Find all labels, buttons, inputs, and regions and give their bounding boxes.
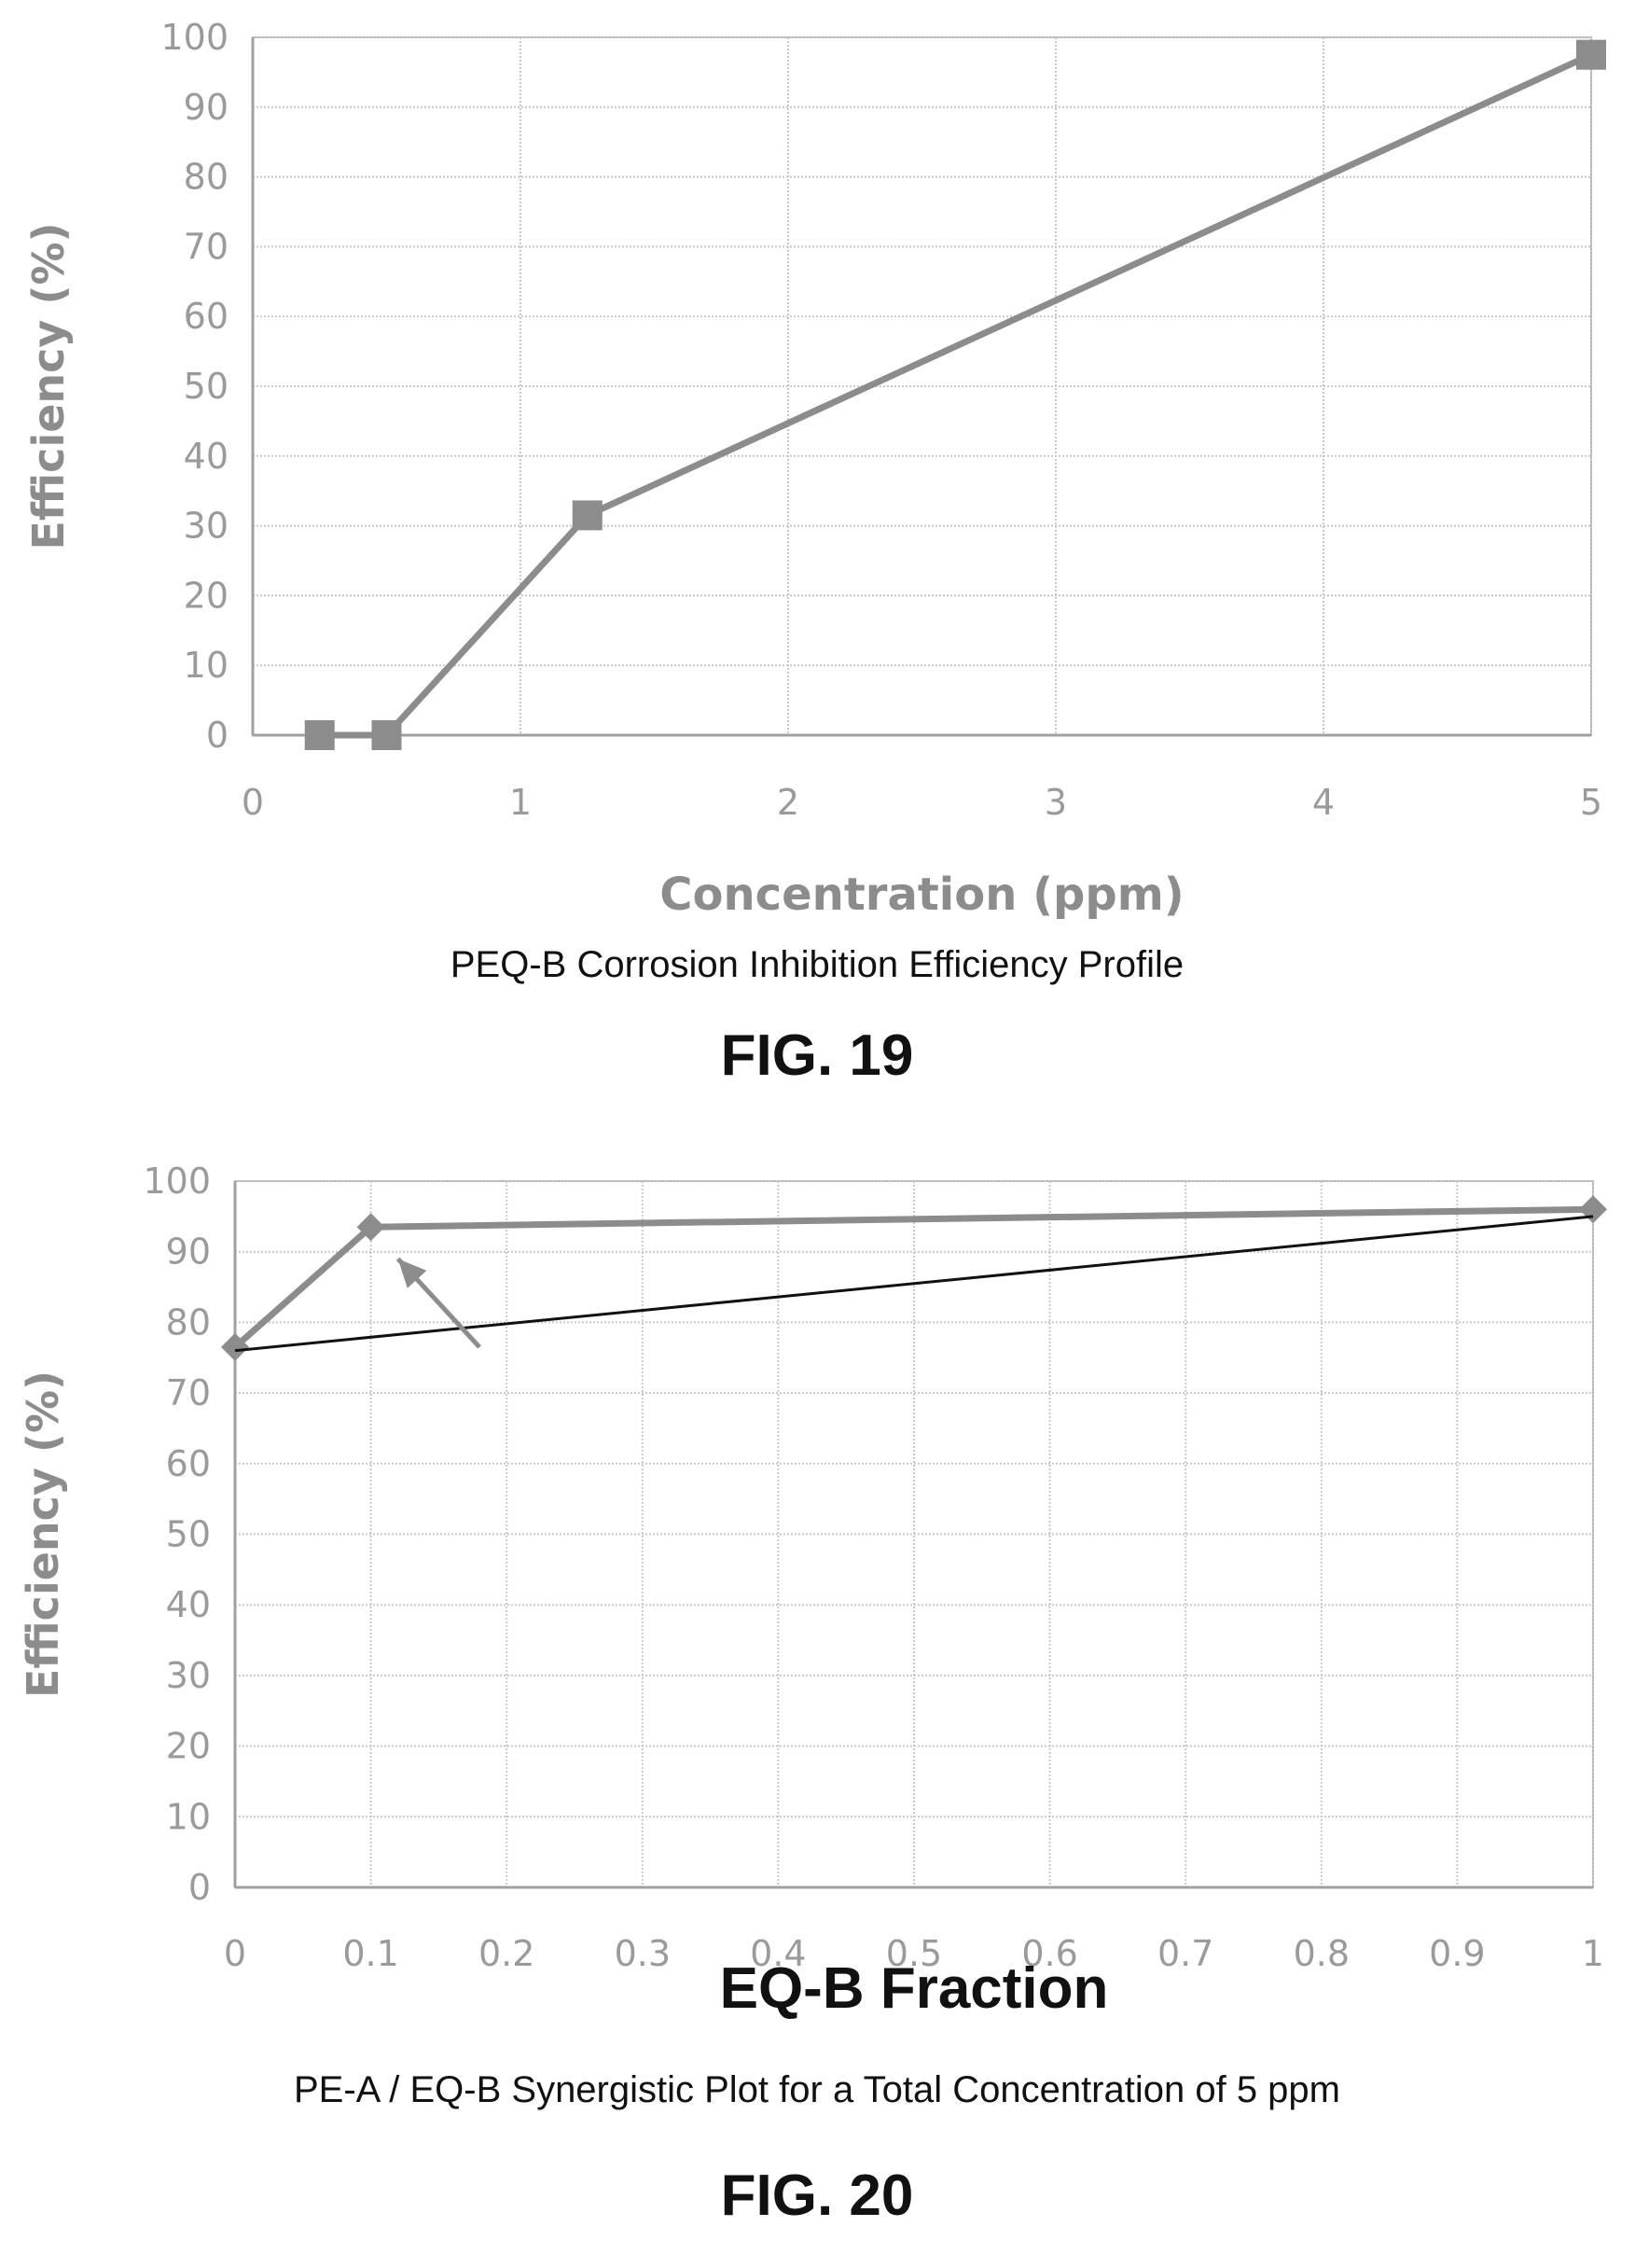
fig20-label: FIG. 20 bbox=[721, 2164, 914, 2228]
chart-fig19: 0 10 20 30 40 50 60 70 80 90 100 0 1 2 3 4 5 Efficiency (… bbox=[23, 17, 1606, 921]
y-tick-label: 70 bbox=[184, 226, 229, 267]
x-tick-label: 0 bbox=[242, 782, 264, 823]
y-tick-label: 0 bbox=[206, 715, 229, 756]
data-point bbox=[304, 720, 335, 750]
x-axis-label: EQ-B Fraction bbox=[720, 1956, 1109, 2021]
fig19-label: FIG. 19 bbox=[721, 1023, 914, 1088]
data-point bbox=[371, 720, 402, 750]
x-tick-label: 0.9 bbox=[1429, 1933, 1485, 1974]
y-tick-label: 90 bbox=[166, 1231, 211, 1273]
x-axis-label: Concentration (ppm) bbox=[659, 869, 1184, 921]
y-tick-label: 30 bbox=[166, 1655, 211, 1696]
y-axis-label: Efficiency (%) bbox=[18, 1371, 68, 1698]
x-tick-label: 5 bbox=[1580, 782, 1602, 823]
annotation-arrowhead bbox=[397, 1259, 427, 1288]
y-tick-label: 100 bbox=[143, 1161, 211, 1202]
series-line bbox=[319, 51, 1593, 739]
y-tick-label: 70 bbox=[166, 1372, 211, 1413]
x-tick-label: 0.7 bbox=[1157, 1933, 1213, 1974]
x-tick-label: 3 bbox=[1045, 782, 1067, 823]
y-tick-label: 10 bbox=[166, 1796, 211, 1837]
y-tick-label: 40 bbox=[184, 436, 229, 477]
fig20-caption: PE-A / EQ-B Synergistic Plot for a Total… bbox=[294, 2069, 1340, 2110]
x-tick-label: 2 bbox=[777, 782, 799, 823]
y-tick-label: 80 bbox=[184, 157, 229, 198]
x-tick-label: 0.3 bbox=[615, 1933, 671, 1974]
data-point bbox=[356, 1213, 385, 1242]
y-tick-label: 0 bbox=[188, 1867, 211, 1908]
x-tick-label: 0 bbox=[224, 1933, 246, 1974]
y-tick-label: 20 bbox=[166, 1726, 211, 1767]
y-tick-label: 40 bbox=[166, 1584, 211, 1625]
y-tick-label: 80 bbox=[166, 1301, 211, 1343]
data-point bbox=[572, 500, 603, 531]
x-tick-label: 1 bbox=[1582, 1933, 1604, 1974]
y-tick-label: 20 bbox=[184, 575, 229, 616]
y-tick-label: 90 bbox=[184, 87, 229, 128]
x-tick-label: 0.1 bbox=[342, 1933, 398, 1974]
y-tick-label: 60 bbox=[184, 296, 229, 337]
x-tick-label: 0.4 bbox=[750, 1933, 806, 1974]
fig19-caption: PEQ-B Corrosion Inhibition Efficiency Pr… bbox=[450, 944, 1184, 985]
x-tick-label: 0.6 bbox=[1021, 1933, 1077, 1974]
y-tick-label: 30 bbox=[184, 506, 229, 547]
y-axis-label: Efficiency (%) bbox=[23, 222, 74, 550]
x-tick-label: 1 bbox=[509, 782, 532, 823]
chart-fig20: 0 10 20 30 40 50 60 70 80 90 100 0 0.1 0.2 0.3 0.4 0.5 0.… bbox=[18, 1161, 1607, 2021]
x-tick-label: 0.5 bbox=[886, 1933, 942, 1974]
y-tick-label: 100 bbox=[160, 17, 229, 58]
x-tick-label: 4 bbox=[1312, 782, 1335, 823]
y-tick-label: 10 bbox=[184, 645, 229, 686]
data-point bbox=[1579, 1195, 1607, 1224]
data-point bbox=[221, 1332, 249, 1361]
data-point bbox=[1576, 39, 1606, 70]
y-tick-label: 60 bbox=[166, 1443, 211, 1484]
x-tick-label: 0.8 bbox=[1294, 1933, 1350, 1974]
x-tick-label: 0.2 bbox=[478, 1933, 534, 1974]
y-tick-label: 50 bbox=[184, 366, 229, 407]
y-tick-label: 50 bbox=[166, 1514, 211, 1555]
